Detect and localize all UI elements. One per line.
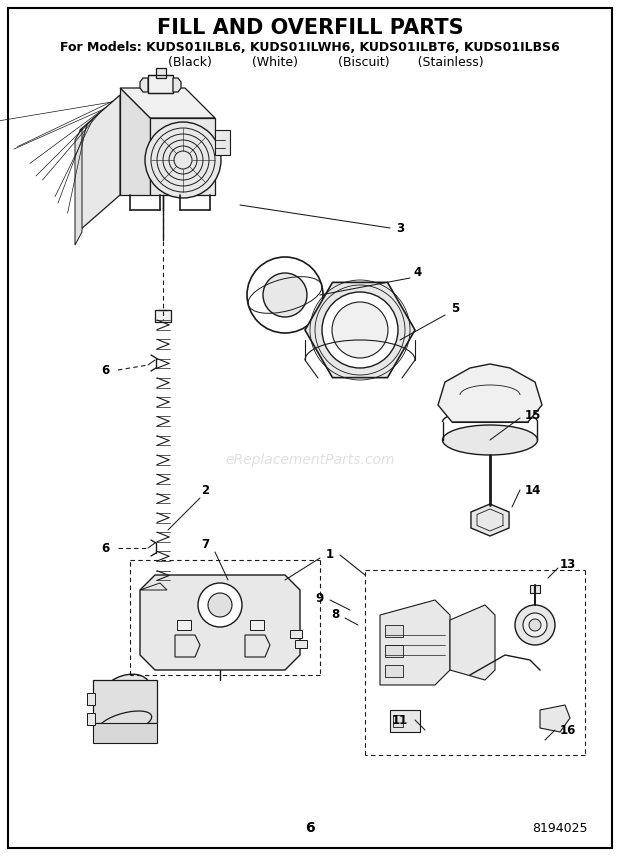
Bar bbox=[385, 625, 403, 637]
Text: 11: 11 bbox=[392, 714, 408, 727]
Text: 6: 6 bbox=[101, 542, 109, 555]
Circle shape bbox=[322, 292, 398, 368]
Polygon shape bbox=[305, 282, 415, 377]
Text: 8194025: 8194025 bbox=[532, 822, 588, 835]
Bar bbox=[393, 715, 403, 727]
Text: FILL AND OVERFILL PARTS: FILL AND OVERFILL PARTS bbox=[157, 18, 463, 38]
Circle shape bbox=[515, 605, 555, 645]
Text: eReplacementParts.com: eReplacementParts.com bbox=[225, 453, 395, 467]
Text: 4: 4 bbox=[414, 265, 422, 278]
Polygon shape bbox=[450, 605, 495, 680]
Text: 5: 5 bbox=[451, 301, 459, 314]
Text: 15: 15 bbox=[525, 408, 541, 421]
Polygon shape bbox=[120, 88, 215, 118]
Bar bbox=[87, 693, 95, 705]
Bar bbox=[530, 585, 540, 593]
Polygon shape bbox=[120, 88, 150, 195]
Bar bbox=[155, 310, 171, 322]
Polygon shape bbox=[140, 575, 300, 670]
Polygon shape bbox=[175, 635, 200, 657]
Text: 13: 13 bbox=[560, 558, 576, 572]
Polygon shape bbox=[140, 583, 167, 590]
Polygon shape bbox=[173, 78, 181, 92]
Polygon shape bbox=[540, 705, 570, 732]
Circle shape bbox=[529, 619, 541, 631]
Polygon shape bbox=[150, 118, 215, 195]
Text: 6: 6 bbox=[101, 364, 109, 377]
Polygon shape bbox=[93, 680, 157, 723]
Polygon shape bbox=[140, 78, 148, 92]
Polygon shape bbox=[80, 95, 120, 230]
Text: 2: 2 bbox=[201, 484, 209, 496]
Bar bbox=[87, 713, 95, 725]
Circle shape bbox=[208, 593, 232, 617]
Bar bbox=[385, 665, 403, 677]
Bar bbox=[390, 710, 420, 732]
Text: For Models: KUDS01ILBL6, KUDS01ILWH6, KUDS01ILBT6, KUDS01ILBS6: For Models: KUDS01ILBL6, KUDS01ILWH6, KU… bbox=[60, 40, 560, 54]
Text: 1: 1 bbox=[326, 549, 334, 562]
Text: 16: 16 bbox=[560, 723, 576, 736]
Circle shape bbox=[332, 302, 388, 358]
Bar bbox=[295, 640, 307, 648]
Bar bbox=[385, 645, 403, 657]
Bar bbox=[250, 620, 264, 630]
Bar bbox=[155, 590, 171, 602]
Text: 6: 6 bbox=[305, 821, 315, 835]
Polygon shape bbox=[245, 635, 270, 657]
Bar bbox=[156, 68, 166, 78]
Polygon shape bbox=[438, 364, 542, 422]
Polygon shape bbox=[215, 130, 230, 155]
Text: (Black)          (White)          (Biscuit)       (Stainless): (Black) (White) (Biscuit) (Stainless) bbox=[136, 56, 484, 68]
Bar bbox=[177, 620, 191, 630]
Polygon shape bbox=[93, 723, 157, 743]
Circle shape bbox=[145, 122, 221, 198]
Circle shape bbox=[247, 257, 323, 333]
Polygon shape bbox=[380, 600, 450, 685]
Text: 8: 8 bbox=[331, 609, 339, 621]
Text: 9: 9 bbox=[316, 591, 324, 604]
Bar bbox=[290, 630, 302, 638]
Text: 7: 7 bbox=[201, 538, 209, 551]
Bar bbox=[148, 75, 173, 93]
Text: 3: 3 bbox=[396, 222, 404, 235]
Ellipse shape bbox=[443, 425, 538, 455]
Polygon shape bbox=[471, 504, 509, 536]
Circle shape bbox=[263, 273, 307, 317]
Text: 14: 14 bbox=[525, 484, 541, 496]
Ellipse shape bbox=[99, 675, 151, 716]
Ellipse shape bbox=[99, 711, 152, 735]
Polygon shape bbox=[75, 128, 82, 245]
Circle shape bbox=[523, 613, 547, 637]
Circle shape bbox=[198, 583, 242, 627]
